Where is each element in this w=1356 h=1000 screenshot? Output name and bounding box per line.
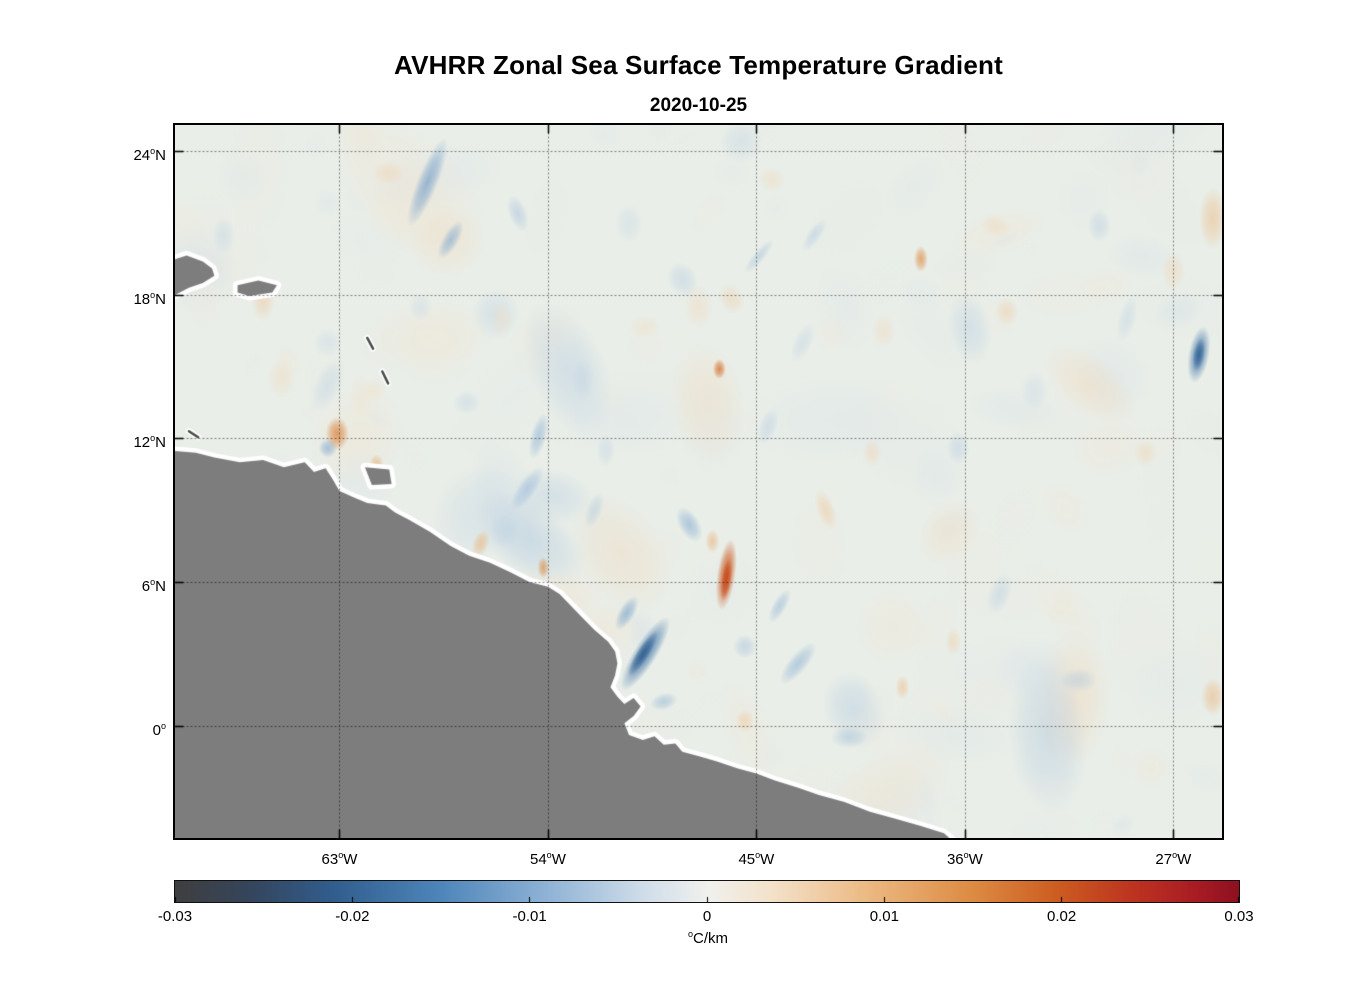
colorbar-tick-label: 0.03 [1224,908,1254,925]
colorbar-tick-label: 0.02 [1047,908,1077,925]
y-tick-label: 0o [152,720,166,739]
x-tick-label: 27oW [1155,850,1192,868]
chart-title: AVHRR Zonal Sea Surface Temperature Grad… [394,50,1003,80]
chart-subtitle: 2020-10-25 [649,95,748,116]
colorbar-canvas [175,881,1239,902]
y-tick-label: 24oN [133,146,166,165]
map-canvas [175,125,1222,838]
x-tick-label: 54oW [529,850,566,868]
colorbar-tick-label: -0.01 [512,908,547,925]
x-tick-label: 36oW [946,850,983,868]
colorbar-tick-label: 0 [702,908,712,925]
colorbar-tick-label: -0.03 [157,908,193,925]
y-tick-label: 18oN [133,289,166,308]
colorbar-tick-label: 0.01 [869,908,899,925]
x-tick-label: 63oW [321,850,358,868]
x-tick-label: 45oW [738,850,775,868]
y-tick-label: 6oN [141,576,166,595]
map-plot [173,123,1224,840]
colorbar-tick-label: -0.02 [335,908,370,925]
y-tick-label: 12oN [133,433,166,452]
colorbar-unit: oC/km [687,929,728,947]
colorbar [174,880,1240,903]
